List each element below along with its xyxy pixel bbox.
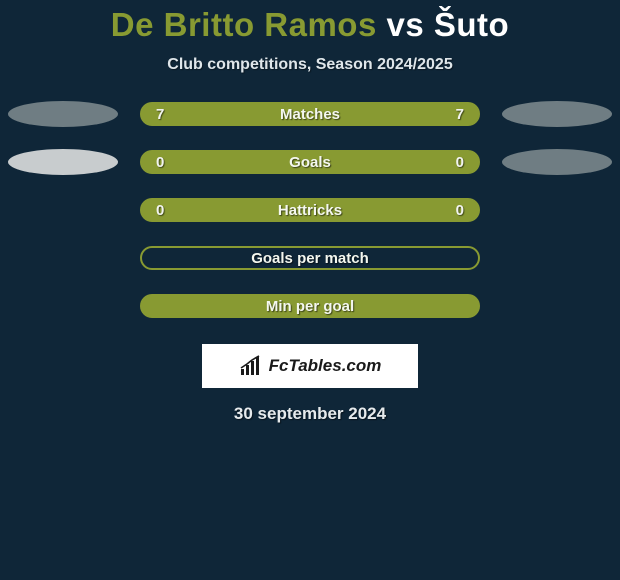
subtitle: Club competitions, Season 2024/2025 — [167, 56, 452, 74]
stat-value-right: 0 — [442, 202, 464, 219]
stat-row: 7Matches7 — [0, 102, 620, 126]
date-label: 30 september 2024 — [234, 404, 386, 424]
brand-box: FcTables.com — [202, 344, 418, 388]
stat-value-left: 0 — [156, 154, 178, 171]
stat-value-left: 7 — [156, 106, 178, 123]
stat-bar: Goals per match — [140, 246, 480, 270]
left-share-ellipse — [8, 149, 118, 175]
stat-label: Hattricks — [142, 202, 478, 219]
stat-row: 0Hattricks0 — [0, 198, 620, 222]
title-player1: De Britto Ramos — [111, 6, 377, 43]
stat-bar: 0Hattricks0 — [140, 198, 480, 222]
stat-value-right: 7 — [442, 106, 464, 123]
stat-bar: Min per goal — [140, 294, 480, 318]
comparison-card: De Britto Ramos vs Šuto Club competition… — [0, 0, 620, 424]
stat-value-left: 0 — [156, 202, 178, 219]
right-share-ellipse — [502, 149, 612, 175]
stat-row: Goals per match — [0, 246, 620, 270]
page-title: De Britto Ramos vs Šuto — [111, 6, 509, 44]
brand-text: FcTables.com — [269, 356, 382, 376]
title-player2: Šuto — [434, 6, 509, 43]
stat-label: Goals per match — [142, 250, 478, 267]
stat-label: Min per goal — [142, 298, 478, 315]
right-share-ellipse — [502, 101, 612, 127]
stat-row: Min per goal — [0, 294, 620, 318]
stat-label: Matches — [142, 106, 478, 123]
title-vs: vs — [387, 6, 425, 43]
left-share-ellipse — [8, 101, 118, 127]
stat-label: Goals — [142, 154, 478, 171]
chart-icon — [239, 355, 265, 377]
stat-rows: 7Matches70Goals00Hattricks0Goals per mat… — [0, 102, 620, 318]
stat-bar: 7Matches7 — [140, 102, 480, 126]
stat-bar: 0Goals0 — [140, 150, 480, 174]
stat-row: 0Goals0 — [0, 150, 620, 174]
stat-value-right: 0 — [442, 154, 464, 171]
